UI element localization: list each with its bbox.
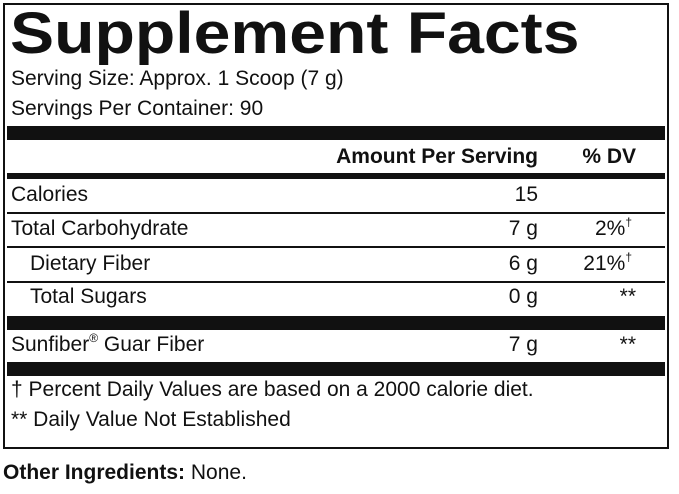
row-amount: 7 g xyxy=(508,333,538,356)
dv: 2% xyxy=(594,217,626,240)
serving-size: Serving Size: Approx. 1 Scoop (7 g) xyxy=(11,67,344,90)
dv-note: † xyxy=(625,215,632,229)
divider xyxy=(7,316,665,330)
dv-header: % DV xyxy=(582,145,636,168)
row-name: Dietary Fiber xyxy=(30,252,151,275)
row-amount: 0 g xyxy=(508,285,538,308)
label: Other Ingredients: xyxy=(3,461,186,484)
divider xyxy=(7,173,665,179)
dv: 21% xyxy=(583,252,626,275)
other-ingredients: Other Ingredients: None. xyxy=(3,461,247,485)
row-dv: 2%† xyxy=(520,215,632,241)
label-box xyxy=(3,3,669,449)
divider xyxy=(7,126,665,140)
row-divider xyxy=(7,246,665,248)
title: Supplement Facts xyxy=(10,1,580,66)
row-dv: 21%† xyxy=(520,250,632,276)
row-name: Total Carbohydrate xyxy=(11,217,189,240)
value: None. xyxy=(190,461,247,484)
row-name: Calories xyxy=(11,183,89,206)
row-divider xyxy=(7,281,665,283)
dv: ** xyxy=(619,285,636,308)
row-name: Total Sugars xyxy=(30,285,147,308)
row-divider xyxy=(7,212,665,214)
mark: ® xyxy=(89,331,99,345)
footnote: ** Daily Value Not Established xyxy=(11,408,291,431)
divider xyxy=(7,362,665,376)
amount-header: Amount Per Serving xyxy=(336,145,538,168)
row-dv: ** xyxy=(619,333,636,356)
row-amount: 7 g xyxy=(508,217,538,240)
row-amount: 6 g xyxy=(508,252,538,275)
text: Guar Fiber xyxy=(103,333,205,356)
row-amount: 15 xyxy=(514,183,538,206)
servings-per-container: Servings Per Container: 90 xyxy=(11,97,264,120)
dv-note: † xyxy=(625,250,632,264)
text: Sunfiber xyxy=(11,333,90,356)
row-dv: ** xyxy=(520,285,636,309)
row-name: Sunfiber® Guar Fiber xyxy=(11,331,205,357)
footnote: † Percent Daily Values are based on a 20… xyxy=(11,378,534,401)
